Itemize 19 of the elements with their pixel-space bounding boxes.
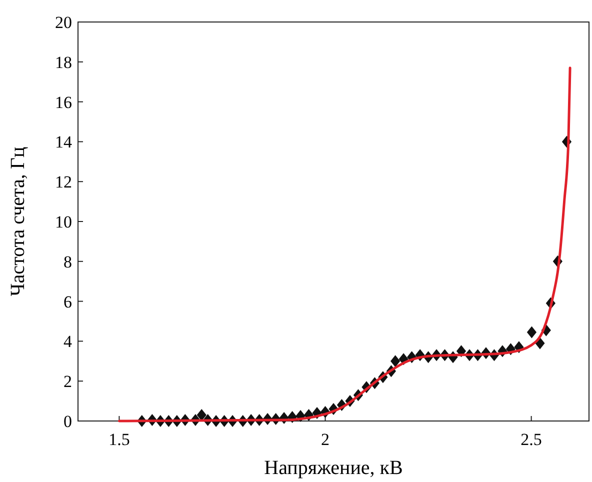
- y-tick-label: 4: [64, 332, 72, 352]
- y-tick-label: 16: [55, 92, 72, 112]
- x-tick-label: 2: [321, 430, 330, 449]
- y-tick-label: 10: [55, 212, 72, 232]
- point: [526, 326, 537, 338]
- x-tick-label: 2.5: [520, 430, 542, 449]
- y-tick-label: 14: [55, 132, 72, 152]
- point: [390, 355, 400, 368]
- y-tick-label: 18: [55, 52, 72, 72]
- x-axis-title: Напряжение, кВ: [264, 457, 403, 479]
- y-tick-label: 2: [64, 372, 72, 392]
- x-tick-label: 1.5: [108, 430, 130, 449]
- y-tick-label: 8: [64, 252, 72, 272]
- y-tick-label: 12: [55, 172, 72, 192]
- y-tick-label: 0: [64, 412, 72, 431]
- y-tick-label: 6: [64, 292, 72, 312]
- y-axis-title: Частота счета, Гц: [7, 146, 29, 296]
- line-series: [118, 66, 572, 422]
- y-tick-label: 20: [55, 12, 72, 32]
